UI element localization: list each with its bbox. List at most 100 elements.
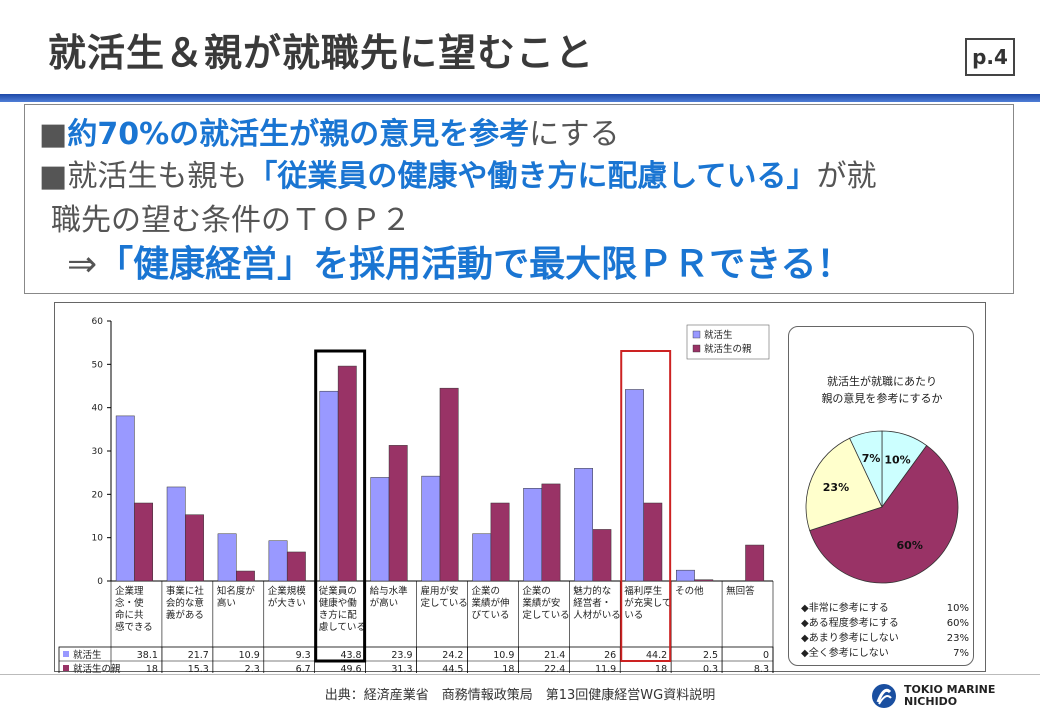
x-category-label: 雇用が安	[421, 585, 459, 597]
x-category-label: 経営者・	[573, 597, 611, 609]
table-cell: 49.6	[340, 664, 361, 673]
table-cell: 31.3	[391, 664, 412, 673]
table-cell: 8.3	[754, 664, 769, 673]
x-category-label: 企業理	[115, 585, 144, 597]
y-tick-label: 0	[97, 577, 103, 587]
x-category-label: が大きい	[268, 597, 306, 609]
y-tick-label: 40	[92, 404, 104, 414]
bar-parent	[694, 579, 714, 582]
highlight-box	[620, 350, 672, 662]
bar-parent	[592, 529, 612, 582]
table-cell: 38.1	[137, 650, 158, 661]
table-cell: 2.5	[703, 650, 718, 661]
pie-slice	[805, 437, 883, 531]
x-category-label: 事業に社	[166, 585, 205, 597]
pie-slice-label: 7%	[862, 452, 881, 465]
bar-parent	[388, 445, 408, 582]
summary-line-3: 職先の望む条件のＴＯＰ２	[51, 203, 411, 238]
pie-legend-value: 10%	[946, 603, 969, 614]
bar-parent	[643, 502, 663, 582]
bar-student	[268, 540, 288, 582]
x-category-label: 慮している	[319, 621, 366, 633]
summary-line-2-bold: 「従業員の健康や働き方に配慮している」	[247, 159, 817, 194]
page-title: 就活生＆親が就職先に望むこと	[48, 31, 595, 75]
x-category-label: 魅力的な	[573, 585, 611, 597]
bar-parent	[490, 502, 510, 582]
bar-student	[523, 488, 543, 582]
summary-line-4-bold: 「健康経営」を採用活動で最大限ＰＲできる！	[97, 244, 853, 285]
legend-swatch	[692, 344, 701, 353]
bar-parent	[134, 502, 154, 582]
x-category-label: 業績が安	[522, 597, 560, 609]
source-note: 出典：経済産業省 商務情報政策局 第13回健康経営WG資料説明	[324, 688, 716, 703]
y-tick-label: 20	[92, 490, 104, 500]
pie-legend-row: ◆ある程度参考にする 60%	[801, 616, 969, 631]
legend-swatch	[63, 665, 69, 671]
table-cell: 0	[763, 650, 769, 661]
x-category-label: 給与水準	[370, 585, 409, 597]
x-category-label: が充実して	[624, 597, 671, 609]
pie-slice	[809, 444, 959, 584]
bar-student	[370, 477, 390, 582]
table-cell: 6.7	[296, 664, 311, 673]
table-cell: 24.2	[442, 650, 463, 661]
x-category-label: 命に共	[115, 609, 144, 621]
x-category-label: き方に配	[319, 609, 358, 621]
table-cell: 18	[655, 664, 667, 673]
pie-legend-row: ◆全く参考にしない 7%	[801, 646, 969, 661]
header-rule	[0, 94, 1040, 102]
table-cell: 18	[502, 664, 514, 673]
highlight-box	[314, 349, 367, 663]
table-cell: 15.3	[188, 664, 209, 673]
pie-chart: 10% 60% 23% 7%	[805, 430, 959, 584]
table-cell: 0.3	[703, 664, 718, 673]
legend-swatch	[692, 330, 701, 339]
table-cell: 26	[604, 650, 616, 661]
bar-parent	[337, 365, 357, 582]
legend-swatch	[63, 651, 69, 657]
x-category-label: その他	[675, 585, 704, 597]
pie-legend-row: ◆非常に参考にする 10%	[801, 601, 969, 616]
x-category-label: 企業の	[522, 585, 551, 597]
x-category-label: 念・使	[115, 597, 144, 609]
table-cell: 44.2	[646, 650, 667, 661]
x-category-label: 企業規模	[268, 585, 307, 597]
x-category-label: 義がある	[166, 609, 204, 621]
pie-legend-label: ◆非常に参考にする	[801, 603, 889, 614]
x-category-label: びている	[471, 610, 509, 621]
table-row-label: 就活生	[73, 649, 102, 661]
table-cell: 9.3	[296, 650, 311, 661]
bar-student	[421, 475, 441, 582]
pie-title-line: 就活生が就職にあたり	[827, 375, 937, 388]
company-logo: TOKIO MARINE NICHIDO	[870, 682, 995, 710]
legend-label: 就活生	[704, 329, 733, 341]
pie-title: 就活生が就職にあたり 親の意見を参考にするか	[789, 373, 975, 407]
bar-student	[472, 533, 492, 582]
summary-box: ■約70%の就活生が親の意見を参考にする ■就活生も親も「従業員の健康や働き方に…	[24, 104, 1014, 294]
summary-line-2-post: が就	[816, 159, 877, 194]
bar-student	[574, 468, 593, 582]
table-cell: 23.9	[391, 650, 412, 661]
x-category-label: 業績が伸	[471, 597, 509, 609]
footer-rule	[0, 674, 1040, 675]
x-category-label: 高い	[217, 597, 236, 609]
table-cell: 10.9	[493, 650, 514, 661]
x-category-label: 健康や働	[319, 597, 358, 609]
pie-legend-label: ◆全く参考にしない	[801, 648, 889, 659]
bar-parent	[439, 387, 459, 582]
page-number: p.4	[965, 38, 1015, 76]
bar-student	[115, 415, 135, 582]
table-cell: 18	[146, 664, 158, 673]
bar-student	[166, 486, 186, 582]
pie-legend-label: ◆あまり参考にしない	[801, 633, 899, 644]
x-category-label: 人材がいる	[573, 609, 621, 621]
table-cell: 22.4	[544, 664, 565, 673]
logo-line-2: NICHIDO	[904, 695, 958, 708]
x-category-label: 企業の	[471, 585, 500, 597]
summary-line-2: ■就活生も親も「従業員の健康や働き方に配慮している」が就	[39, 151, 876, 195]
arrow-icon: ⇒	[67, 244, 98, 285]
table-cell: 2.3	[245, 664, 260, 673]
pie-legend: ◆非常に参考にする 10% ◆ある程度参考にする 60% ◆あまり参考にしない 23% ◆全…	[801, 601, 969, 661]
bar-parent	[541, 483, 561, 582]
